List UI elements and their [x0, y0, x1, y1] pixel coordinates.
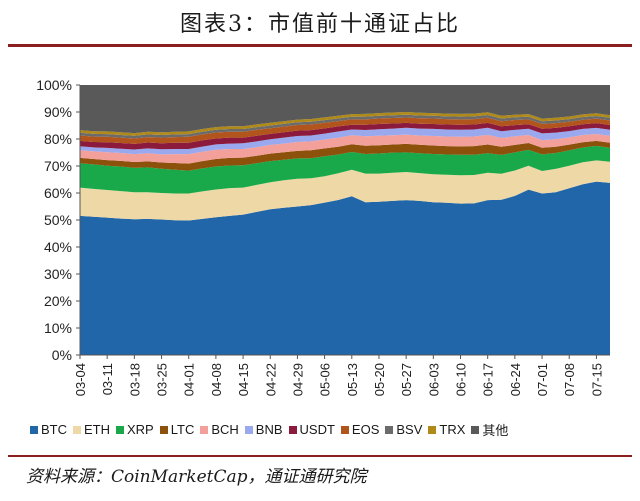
x-tick-label: 06-17: [481, 363, 496, 396]
legend-item-XRP: XRP: [116, 420, 154, 439]
legend-label: BTC: [41, 422, 67, 437]
legend-item-ETH: ETH: [73, 420, 110, 439]
legend-item-LTC: LTC: [159, 420, 195, 439]
y-tick-label: 90%: [44, 104, 72, 120]
legend-swatch: [340, 425, 349, 434]
y-tick-label: 70%: [44, 158, 72, 174]
x-tick-label: 07-15: [589, 363, 604, 396]
legend-item-TRX: TRX: [428, 420, 465, 439]
y-tick-label: 60%: [44, 185, 72, 201]
y-tick-label: 100%: [36, 77, 72, 93]
x-tick-label: 05-20: [372, 363, 387, 396]
x-tick-label: 04-01: [182, 363, 197, 396]
legend-item-其他: 其他: [471, 420, 508, 439]
legend-swatch: [73, 425, 81, 434]
legend-item-USDT: USDT: [288, 420, 335, 439]
y-tick-label: 0%: [52, 347, 72, 363]
legend-label: BCH: [211, 422, 239, 437]
legend-swatch: [159, 425, 168, 434]
legend-label: LTC: [170, 422, 195, 437]
y-tick-label: 30%: [44, 266, 72, 282]
y-tick-label: 10%: [44, 320, 72, 336]
x-tick-label: 05-27: [399, 363, 414, 396]
legend-label: USDT: [299, 422, 335, 437]
legend-swatch: [200, 425, 209, 434]
legend-item-EOS: EOS: [340, 420, 380, 439]
legend-label: TRX: [439, 422, 466, 437]
legend-label: ETH: [84, 422, 110, 437]
x-tick-label: 03-18: [127, 363, 142, 396]
area-series-USDT: [80, 122, 610, 150]
y-tick-label: 50%: [44, 212, 72, 228]
stacked-area-chart: 0% 10% 20% 30% 40% 50% 60% 70% 80% 90% 100% 03-04 03…: [36, 77, 610, 396]
chart-legend: BTC ETH XRP LTC BCH BNB USDT EOS BSV TRX 其他: [30, 420, 630, 439]
legend-swatch: [30, 425, 38, 434]
legend-item-BNB: BNB: [244, 420, 283, 439]
area-series-TRX: [80, 112, 610, 136]
y-tick-label: 80%: [44, 131, 72, 147]
source-note: 资料来源：CoinMarketCap，通证通研究院: [26, 467, 367, 487]
area-series-BSV: [80, 114, 610, 139]
x-tick-label: 06-03: [426, 363, 441, 396]
x-tick-label: 05-13: [345, 363, 360, 396]
x-tick-label: 06-24: [508, 363, 523, 396]
legend-swatch: [471, 425, 480, 434]
legend-item-BTC: BTC: [30, 420, 67, 439]
x-tick-label: 04-22: [263, 363, 278, 396]
y-tick-label: 40%: [44, 239, 72, 255]
area-series-BCH: [80, 134, 610, 164]
y-tick-label: 20%: [44, 293, 72, 309]
legend-label: XRP: [127, 422, 154, 437]
legend-label: BSV: [396, 422, 423, 437]
x-tick-label: 07-08: [562, 363, 577, 396]
area-series-LTC: [80, 140, 610, 171]
x-tick-label: 04-29: [290, 363, 305, 396]
legend-label: 其他: [482, 423, 509, 438]
x-tick-label: 05-06: [318, 363, 333, 396]
legend-swatch: [288, 425, 297, 434]
area-series-ETH: [80, 160, 610, 221]
x-tick-label: 04-08: [209, 363, 224, 396]
legend-swatch: [385, 425, 394, 434]
title-divider: [8, 44, 632, 47]
x-tick-label: 04-15: [236, 363, 251, 396]
area-series-BNB: [80, 127, 610, 155]
legend-swatch: [116, 425, 124, 434]
area-series-BTC: [80, 181, 610, 355]
legend-item-BCH: BCH: [200, 420, 239, 439]
x-tick-label: 03-04: [73, 363, 88, 396]
x-tick-label: 03-25: [155, 363, 170, 396]
x-tick-label: 06-10: [454, 363, 469, 396]
legend-label: EOS: [351, 422, 380, 437]
x-tick-label: 03-11: [100, 363, 115, 395]
x-tick-label: 07-01: [535, 363, 550, 396]
legend-swatch: [428, 425, 437, 434]
area-series-其他: [80, 85, 610, 134]
area-series-EOS: [80, 117, 610, 144]
legend-item-BSV: BSV: [385, 420, 422, 439]
chart-title: 图表3：市值前十通证占比: [180, 12, 460, 37]
area-series-XRP: [80, 145, 610, 194]
legend-label: BNB: [255, 422, 283, 437]
bottom-divider: [8, 455, 632, 457]
legend-swatch: [244, 425, 253, 434]
